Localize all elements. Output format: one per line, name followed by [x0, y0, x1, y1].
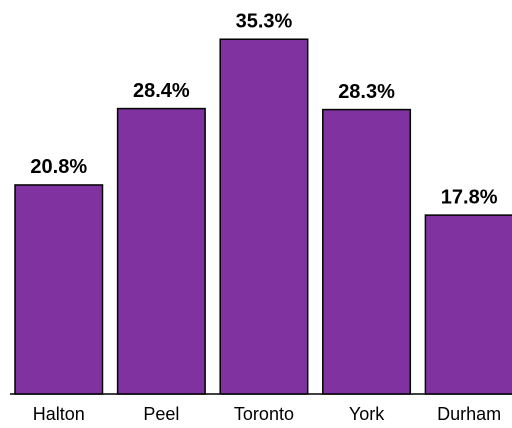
- data-label: 20.8%: [30, 156, 87, 178]
- bar: [14, 184, 104, 395]
- x-tick-label: Halton: [33, 404, 85, 424]
- bar: [219, 38, 309, 395]
- data-label: 35.3%: [236, 11, 293, 33]
- x-tick-label: Toronto: [234, 404, 294, 424]
- bar: [424, 214, 512, 395]
- data-label: 28.3%: [338, 81, 395, 103]
- bar: [322, 108, 412, 395]
- x-tick-label: Peel: [143, 404, 179, 424]
- data-label: 28.4%: [133, 80, 190, 102]
- bar: [116, 107, 206, 395]
- data-label: 17.8%: [441, 186, 498, 208]
- x-tick-label: York: [349, 404, 385, 424]
- x-tick-label: Durham: [437, 404, 501, 424]
